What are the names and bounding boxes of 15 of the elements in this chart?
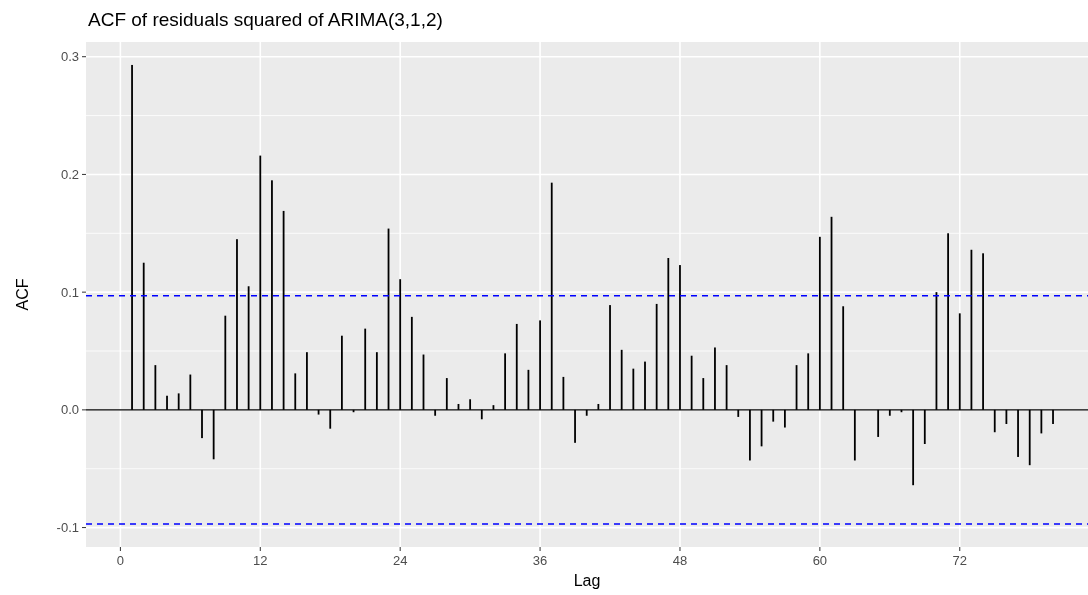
chart-title: ACF of residuals squared of ARIMA(3,1,2) xyxy=(88,9,443,30)
y-axis-title: ACF xyxy=(14,278,31,311)
x-tick-label: 24 xyxy=(392,553,408,568)
x-tick-label: 48 xyxy=(672,553,688,568)
x-tick-label: 0 xyxy=(116,553,125,568)
x-tick-label: 72 xyxy=(952,553,967,568)
x-tick-label: 60 xyxy=(812,553,828,568)
x-tick-label: 12 xyxy=(253,553,268,568)
y-tick-label: 0.0 xyxy=(60,402,79,418)
y-tick-label: 0.3 xyxy=(60,49,79,65)
y-tick-label: 0.1 xyxy=(60,284,79,300)
y-tick-label: -0.1 xyxy=(56,520,79,536)
x-axis-title: Lag xyxy=(573,572,601,589)
y-tick-label: 0.2 xyxy=(60,166,79,182)
x-tick-label: 36 xyxy=(532,553,548,568)
